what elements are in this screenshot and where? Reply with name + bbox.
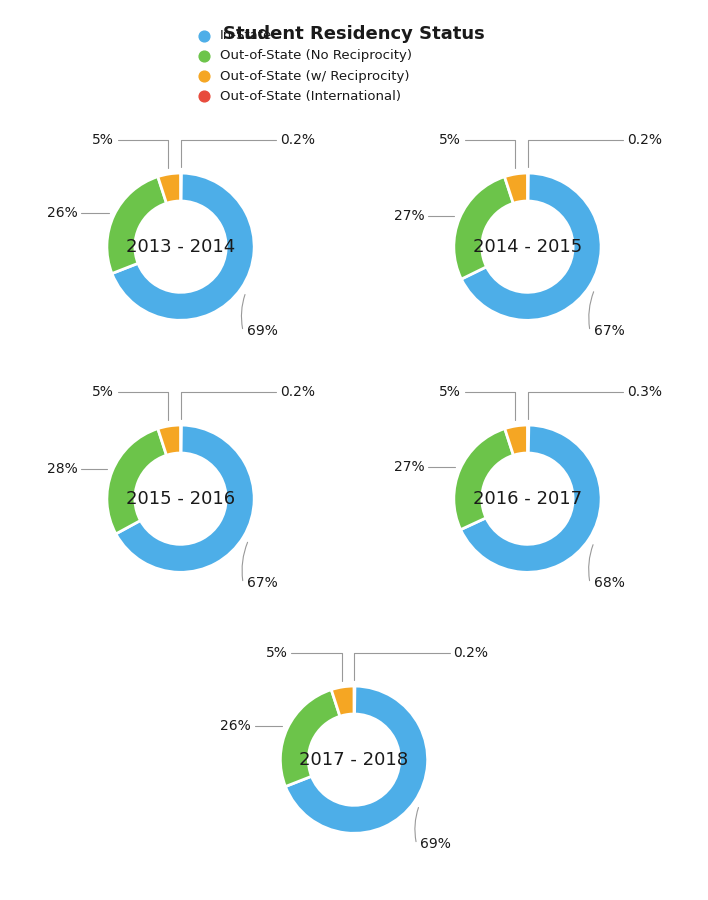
Text: 27%: 27%: [394, 209, 424, 223]
Text: 5%: 5%: [92, 133, 114, 147]
Wedge shape: [280, 689, 340, 787]
Text: 5%: 5%: [439, 385, 461, 399]
Text: 0.2%: 0.2%: [627, 133, 662, 147]
Text: Out-of-State (No Reciprocity): Out-of-State (No Reciprocity): [220, 50, 412, 62]
Point: [199, 68, 210, 83]
Text: 5%: 5%: [439, 133, 461, 147]
Wedge shape: [158, 173, 181, 203]
Text: Out-of-State (International): Out-of-State (International): [220, 90, 401, 103]
Point: [199, 49, 210, 63]
Wedge shape: [354, 686, 355, 714]
Wedge shape: [527, 425, 529, 453]
Text: 2014 - 2015: 2014 - 2015: [473, 238, 582, 256]
Text: 0.2%: 0.2%: [280, 133, 315, 147]
Point: [199, 28, 210, 42]
Text: 27%: 27%: [394, 460, 424, 473]
Text: 69%: 69%: [247, 324, 278, 338]
Point: [199, 89, 210, 104]
Wedge shape: [107, 428, 166, 534]
Wedge shape: [527, 173, 528, 201]
Text: 28%: 28%: [47, 463, 77, 476]
Text: In-State: In-State: [220, 29, 273, 42]
Text: 2013 - 2014: 2013 - 2014: [126, 238, 235, 256]
Wedge shape: [116, 425, 254, 572]
Wedge shape: [462, 173, 601, 320]
Wedge shape: [112, 173, 254, 320]
Wedge shape: [505, 173, 527, 203]
Text: 0.2%: 0.2%: [280, 385, 315, 399]
Text: 67%: 67%: [594, 324, 624, 338]
Wedge shape: [454, 428, 513, 529]
Text: 2017 - 2018: 2017 - 2018: [299, 751, 409, 769]
Text: 0.2%: 0.2%: [453, 646, 489, 660]
Text: 2016 - 2017: 2016 - 2017: [473, 490, 582, 508]
Wedge shape: [331, 686, 354, 716]
Text: 0.3%: 0.3%: [627, 385, 662, 399]
Wedge shape: [505, 425, 527, 455]
Wedge shape: [454, 176, 513, 279]
Text: Out-of-State (w/ Reciprocity): Out-of-State (w/ Reciprocity): [220, 69, 409, 83]
Text: 2015 - 2016: 2015 - 2016: [126, 490, 235, 508]
Wedge shape: [107, 176, 166, 274]
Wedge shape: [158, 425, 181, 455]
Text: 69%: 69%: [421, 837, 451, 851]
Text: 67%: 67%: [247, 576, 278, 590]
Wedge shape: [461, 425, 601, 572]
Wedge shape: [285, 686, 428, 833]
Text: 26%: 26%: [47, 206, 77, 220]
Text: 68%: 68%: [594, 576, 624, 590]
Text: Student Residency Status: Student Residency Status: [223, 25, 485, 43]
Text: 26%: 26%: [220, 719, 251, 733]
Text: 5%: 5%: [92, 385, 114, 399]
Text: 5%: 5%: [266, 646, 287, 660]
